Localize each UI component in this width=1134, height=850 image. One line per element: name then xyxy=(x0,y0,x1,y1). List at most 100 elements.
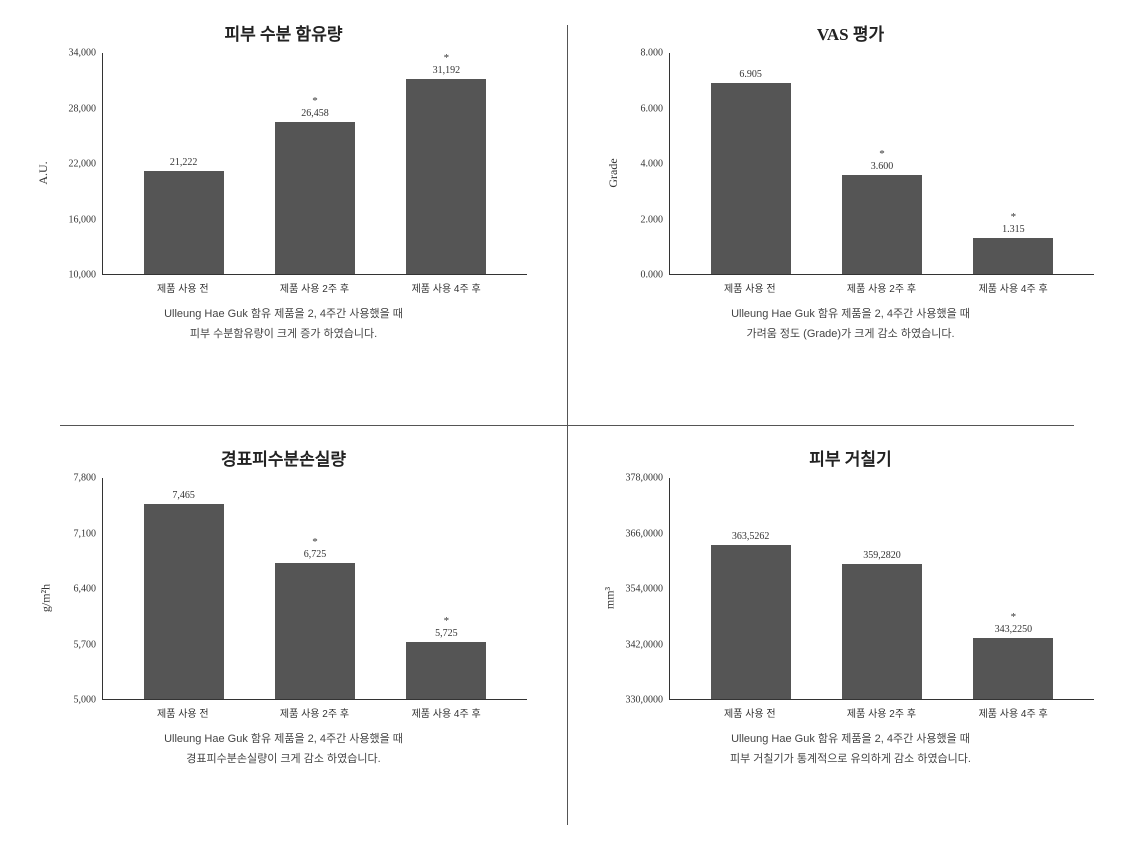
bar-group: *1.315 xyxy=(958,53,1068,274)
bar-value-label: 343,2250 xyxy=(995,624,1033,635)
chart-title: 피부 수분 함유량 xyxy=(30,20,537,45)
y-tick: 7,800 xyxy=(74,473,97,484)
x-axis-label: 제품 사용 4주 후 xyxy=(391,702,502,718)
y-axis-label: Grade xyxy=(606,158,621,187)
caption-line: Ulleung Hae Guk 함유 제품을 2, 4주간 사용했을 때 xyxy=(597,730,1104,750)
bar-value-label: 5,725 xyxy=(435,628,458,639)
chart-caption: Ulleung Hae Guk 함유 제품을 2, 4주간 사용했을 때경표피수… xyxy=(30,730,537,770)
bar xyxy=(406,79,486,274)
bar xyxy=(973,238,1053,274)
bar xyxy=(144,171,224,274)
caption-line: Ulleung Hae Guk 함유 제품을 2, 4주간 사용했을 때 xyxy=(30,730,537,750)
x-axis-label: 제품 사용 2주 후 xyxy=(826,702,937,718)
y-tick: 4.000 xyxy=(641,159,664,170)
bar xyxy=(973,638,1053,699)
bar-value-label: 6,725 xyxy=(304,549,327,560)
y-tick: 2.000 xyxy=(641,214,664,225)
y-tick: 34,000 xyxy=(69,48,97,59)
bar-value-label: 21,222 xyxy=(170,157,198,168)
bar-group: 21,222 xyxy=(129,53,239,274)
plot-area: 7,465*6,725*5,725 xyxy=(102,478,527,700)
x-labels: 제품 사용 전 제품 사용 2주 후 제품 사용 4주 후 xyxy=(102,702,527,718)
y-axis-label: A.U. xyxy=(36,161,51,184)
y-tick: 0.000 xyxy=(641,270,664,281)
significance-star: * xyxy=(312,537,318,549)
chart-area: A.U.10,00016,00022,00028,00034,00021,222… xyxy=(60,53,527,293)
y-tick: 28,000 xyxy=(69,103,97,114)
x-axis-label: 제품 사용 4주 후 xyxy=(958,702,1069,718)
chart-area: mm³330,0000342,0000354,0000366,0000378,0… xyxy=(627,478,1094,718)
chart-caption: Ulleung Hae Guk 함유 제품을 2, 4주간 사용했을 때가려움 … xyxy=(597,305,1104,345)
x-axis-label: 제품 사용 4주 후 xyxy=(958,277,1069,293)
significance-star: * xyxy=(879,149,885,161)
plot-area: 363,5262 359,2820 *343,2250 xyxy=(669,478,1094,700)
bar xyxy=(842,175,922,274)
x-axis-label: 제품 사용 전 xyxy=(128,277,239,293)
chart-title: 피부 거칠기 xyxy=(597,445,1104,470)
y-tick: 354,0000 xyxy=(626,584,664,595)
chart-area: Grade0.0002.0004.0006.0008.0006.905*3.60… xyxy=(627,53,1094,293)
bars-container: 21,222*26,458*31,192 xyxy=(103,53,527,274)
y-tick: 330,0000 xyxy=(626,695,664,706)
x-axis-label: 제품 사용 전 xyxy=(128,702,239,718)
bar-group: *31,192 xyxy=(391,53,501,274)
x-axis-label: 제품 사용 2주 후 xyxy=(259,277,370,293)
bar-group: *3.600 xyxy=(827,53,937,274)
bar-group: *6,725 xyxy=(260,478,370,699)
chart-title: 경표피수분손실량 xyxy=(30,445,537,470)
significance-star: * xyxy=(444,53,450,65)
chart-panel-3: 피부 거칠기mm³330,0000342,0000354,0000366,000… xyxy=(567,425,1134,850)
bar-group: *343,2250 xyxy=(958,478,1068,699)
significance-star: * xyxy=(312,96,318,108)
bar-value-label: 6.905 xyxy=(739,69,762,80)
chart-panel-2: 경표피수분손실량g/m²h5,0005,7006,4007,1007,8007,… xyxy=(0,425,567,850)
bar-value-label: 26,458 xyxy=(301,108,329,119)
chart-panel-0: 피부 수분 함유량 A.U. 10,000 16,000 22,000 28,000 34,… xyxy=(0,0,567,425)
y-tick: 5,000 xyxy=(74,695,97,706)
chart-panel-1: VAS 평가Grade0.0002.0004.0006.0008.0006.90… xyxy=(567,0,1134,425)
y-tick: 16,000 xyxy=(69,214,97,225)
y-tick: 8.000 xyxy=(641,48,664,59)
bar-value-label: 7,465 xyxy=(172,490,195,501)
plot-area: 6.905*3.600*1.315 xyxy=(669,53,1094,275)
bar-group: *5,725 xyxy=(391,478,501,699)
bar xyxy=(144,504,224,699)
significance-star: * xyxy=(1011,212,1017,224)
y-tick: 6,400 xyxy=(74,584,97,595)
caption-line: 피부 수분함유량이 크게 증가 하였습니다. xyxy=(30,325,537,345)
bar-group: 6.905 xyxy=(696,53,806,274)
bar-group: 7,465 xyxy=(129,478,239,699)
y-tick: 10,000 xyxy=(69,270,97,281)
x-labels: 제품 사용 전제품 사용 2주 후제품 사용 4주 후 xyxy=(669,702,1094,718)
chart-area: g/m²h5,0005,7006,4007,1007,8007,465*6,72… xyxy=(60,478,527,718)
caption-line: Ulleung Hae Guk 함유 제품을 2, 4주간 사용했을 때 xyxy=(30,305,537,325)
caption-line: 피부 거칠기가 통계적으로 유의하게 감소 하였습니다. xyxy=(597,750,1104,770)
bar xyxy=(842,564,922,699)
horizontal-divider xyxy=(60,425,1074,426)
caption-line: Ulleung Hae Guk 함유 제품을 2, 4주간 사용했을 때 xyxy=(597,305,1104,325)
y-ticks: 10,00016,00022,00028,00034,000 xyxy=(60,53,100,275)
bar-value-label: 359,2820 xyxy=(863,550,901,561)
x-axis-label: 제품 사용 2주 후 xyxy=(259,702,370,718)
chart-caption: Ulleung Hae Guk 함유 제품을 2, 4주간 사용했을 때피부 수… xyxy=(30,305,537,345)
bar xyxy=(711,545,791,699)
x-axis-label: 제품 사용 4주 후 xyxy=(391,277,502,293)
bar-value-label: 363,5262 xyxy=(732,531,770,542)
x-labels: 제품 사용 전제품 사용 2주 후제품 사용 4주 후 xyxy=(669,277,1094,293)
bar xyxy=(711,83,791,274)
bar xyxy=(275,563,355,699)
significance-star: * xyxy=(444,616,450,628)
y-axis-label: g/m²h xyxy=(39,584,54,612)
y-tick: 366,0000 xyxy=(626,528,664,539)
x-labels: 제품 사용 전 제품 사용 2주 후 제품 사용 4주 후 xyxy=(102,277,527,293)
y-axis-label: mm³ xyxy=(603,587,618,609)
chart-title: VAS 평가 xyxy=(597,20,1104,45)
bar-value-label: 3.600 xyxy=(871,161,894,172)
caption-line: 경표피수분손실량이 크게 감소 하였습니다. xyxy=(30,750,537,770)
bar xyxy=(275,122,355,274)
significance-star: * xyxy=(1011,612,1017,624)
bars-container: 363,5262 359,2820 *343,2250 xyxy=(670,478,1094,699)
x-axis-label: 제품 사용 2주 후 xyxy=(826,277,937,293)
y-tick: 22,000 xyxy=(69,159,97,170)
bar-group: 359,2820 xyxy=(827,478,937,699)
